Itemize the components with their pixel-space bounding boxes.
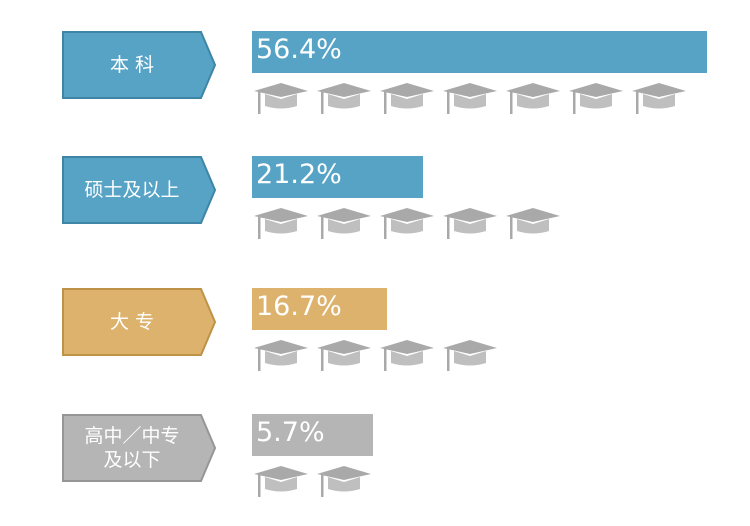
graduation-cap-row	[252, 81, 732, 121]
graduation-cap-icon	[252, 81, 310, 121]
graduation-cap-icon	[252, 206, 310, 246]
bar-row: 硕士及以上 21.2%	[0, 156, 750, 266]
bar-row: 高中／中专 及以下 5.7%	[0, 414, 750, 524]
bar-value-label: 21.2%	[256, 159, 342, 190]
graduation-cap-icon	[504, 81, 562, 121]
graduation-cap-icon	[378, 206, 436, 246]
category-label-text: 高中／中专 及以下	[84, 425, 180, 471]
graduation-cap-row	[252, 206, 732, 246]
graduation-cap-icon	[630, 81, 688, 121]
bar-row: 本 科 56.4%	[0, 31, 750, 141]
category-label-text: 硕士及以上	[84, 179, 180, 201]
graduation-cap-icon	[315, 206, 373, 246]
graduation-cap-icon	[441, 81, 499, 121]
graduation-cap-icon	[252, 338, 310, 378]
graduation-cap-icon	[567, 81, 625, 121]
category-label: 硕士及以上	[62, 156, 216, 224]
category-label: 本 科	[62, 31, 216, 99]
category-label-text: 大 专	[109, 311, 155, 333]
graduation-cap-row	[252, 464, 732, 504]
graduation-cap-icon	[504, 206, 562, 246]
graduation-cap-icon	[441, 206, 499, 246]
category-label: 高中／中专 及以下	[62, 414, 216, 482]
graduation-cap-icon	[441, 338, 499, 378]
bar: 56.4%	[252, 31, 707, 73]
graduation-cap-icon	[315, 338, 373, 378]
bar-value-label: 5.7%	[256, 417, 325, 448]
graduation-cap-icon	[252, 464, 310, 504]
bar: 21.2%	[252, 156, 423, 198]
bar-row: 大 专 16.7%	[0, 288, 750, 398]
category-label: 大 专	[62, 288, 216, 356]
category-label-text: 本 科	[109, 54, 155, 76]
bar: 16.7%	[252, 288, 387, 330]
graduation-cap-row	[252, 338, 732, 378]
graduation-cap-icon	[378, 338, 436, 378]
graduation-cap-icon	[315, 464, 373, 504]
bar-value-label: 16.7%	[256, 291, 342, 322]
graduation-cap-icon	[378, 81, 436, 121]
graduation-cap-icon	[315, 81, 373, 121]
bar-value-label: 56.4%	[256, 34, 342, 65]
bar: 5.7%	[252, 414, 373, 456]
